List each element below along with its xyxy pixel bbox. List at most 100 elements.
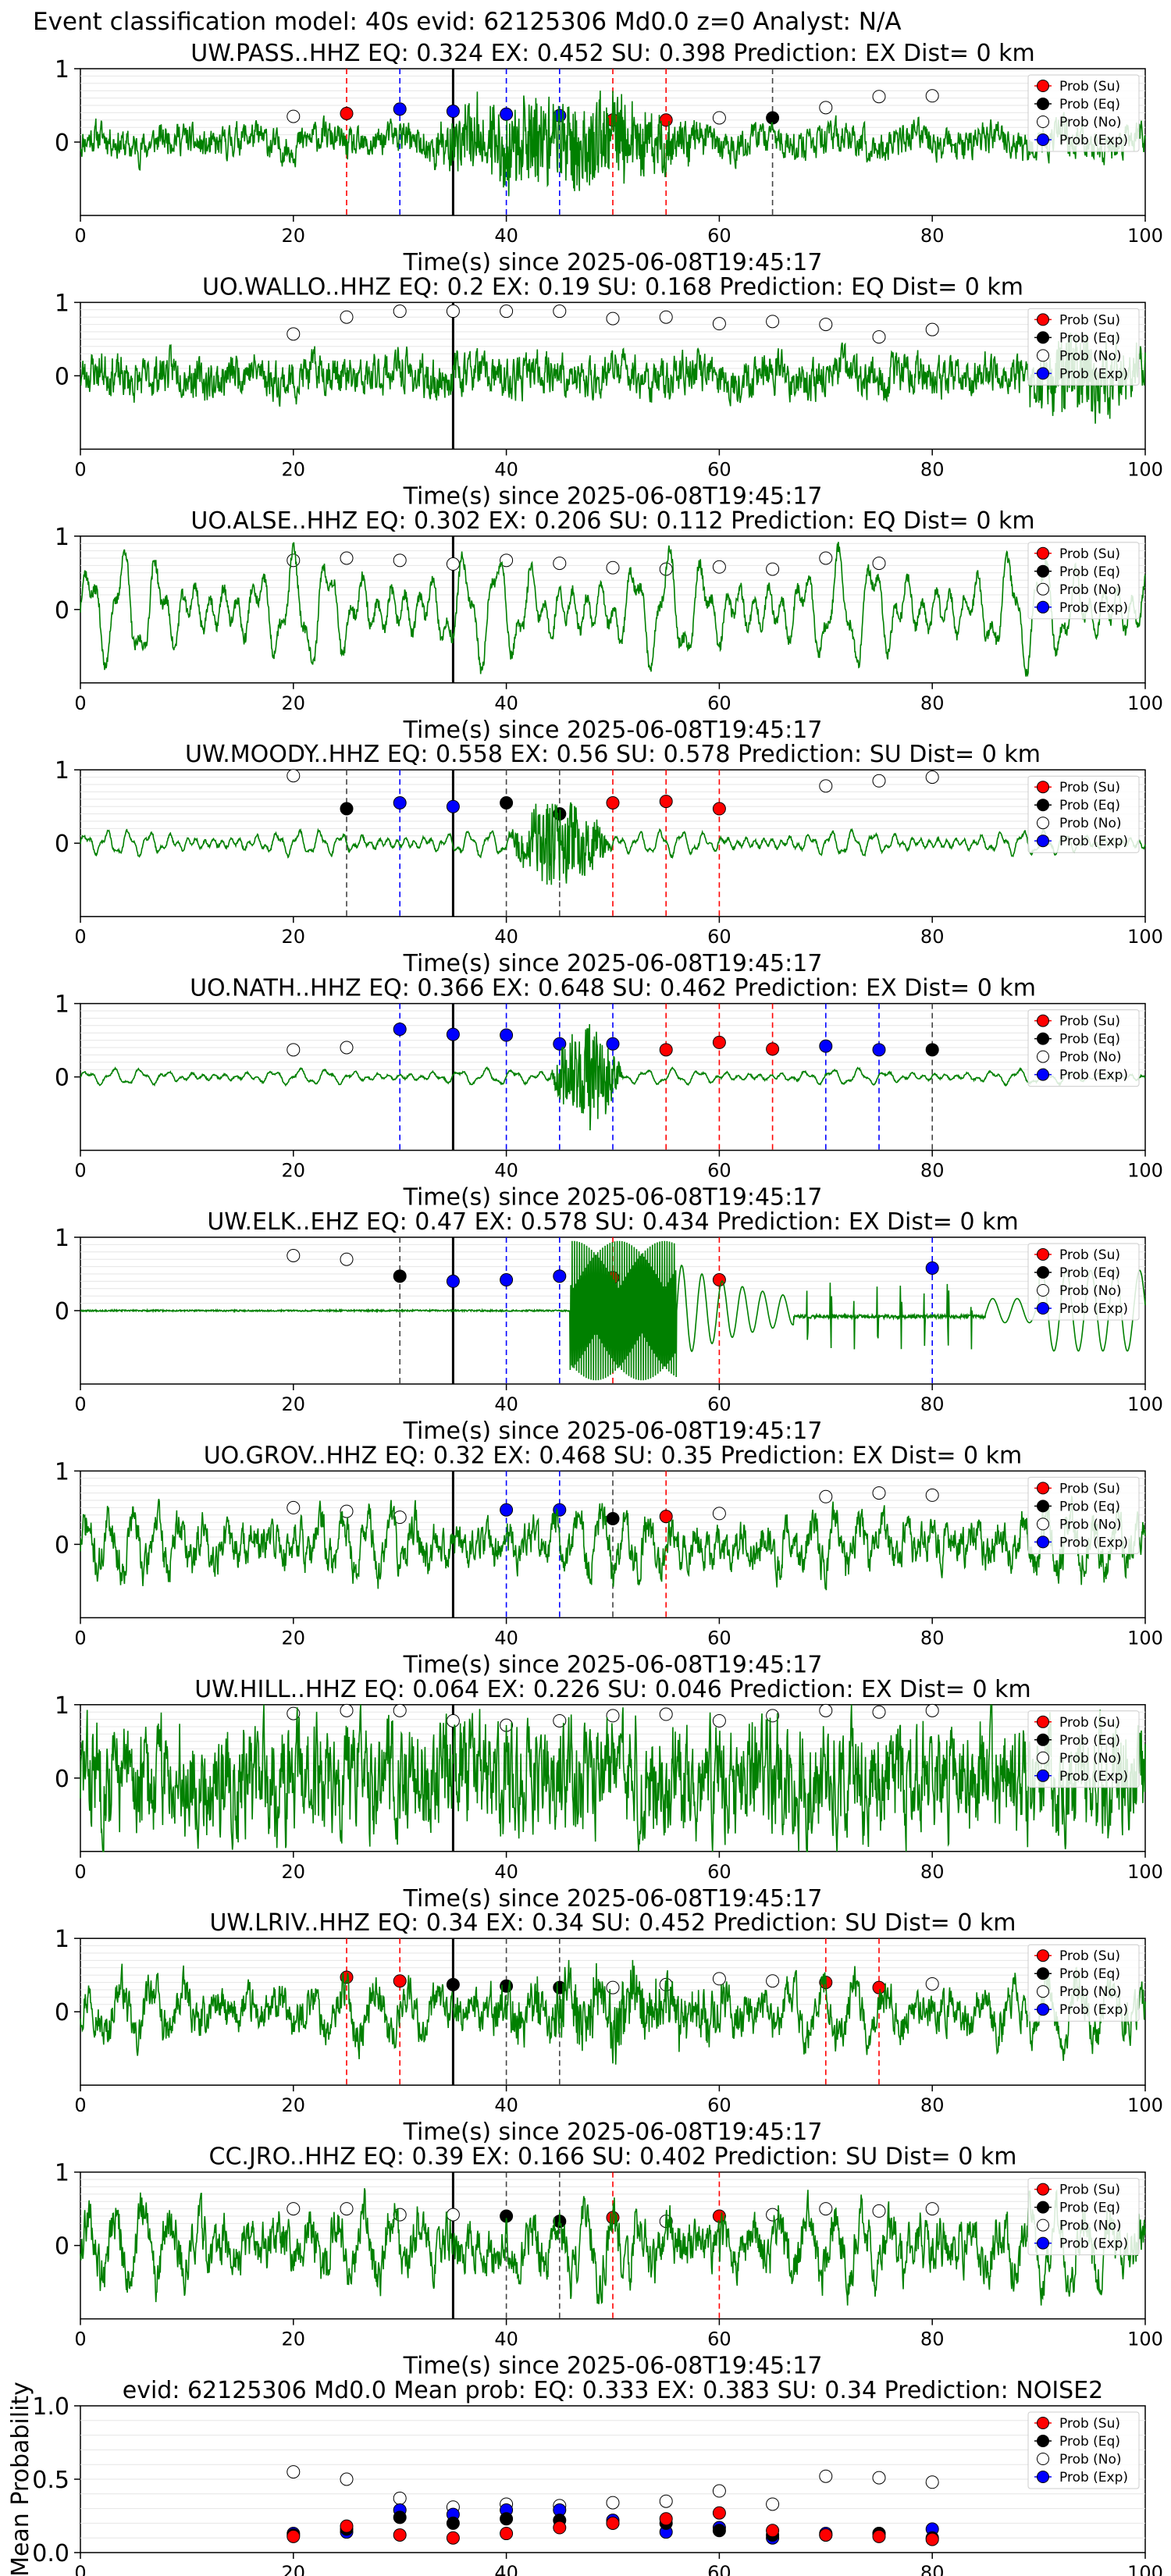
legend-marker-eq (1037, 1266, 1049, 1279)
legend-label-no: Prob (No) (1059, 1751, 1122, 1767)
prob-point-no (925, 1488, 939, 1502)
xtick-label: 60 (707, 692, 731, 714)
legend: Prob (Su) Prob (Eq) Prob (No) Prob (Exp) (1027, 1243, 1140, 1321)
prob-point-exp (446, 105, 460, 119)
prob-point-no (287, 2202, 301, 2216)
legend-marker-exp (1037, 1769, 1049, 1782)
xtick-label: 60 (707, 225, 731, 247)
prob-point-su (340, 106, 354, 120)
xtick-label: 80 (920, 458, 945, 480)
legend-label-su: Prob (Su) (1059, 780, 1120, 795)
prob-point-exp (393, 102, 407, 116)
legend: Prob (Su) Prob (Eq) Prob (No) Prob (Exp) (1027, 1944, 1140, 2022)
legend-label-eq: Prob (Eq) (1059, 564, 1120, 580)
xtick-label: 20 (282, 692, 306, 714)
prob-point-no (340, 551, 354, 565)
prob-point-no (500, 553, 514, 568)
seismic-trace (80, 91, 1146, 197)
legend-label-eq: Prob (Eq) (1059, 1499, 1120, 1514)
xtick-label: 80 (920, 2094, 945, 2116)
legend-marker-no (1037, 1284, 1049, 1297)
xtick-label: 40 (494, 2562, 518, 2576)
xtick-label: 20 (282, 1861, 306, 1883)
seismic-trace (80, 802, 1146, 885)
xtick-label: 100 (1127, 2094, 1163, 2116)
prob-point-no (925, 322, 939, 336)
seismic-trace (80, 1959, 1146, 2065)
xtick-label: 40 (494, 2329, 518, 2350)
prob-point-no (872, 1486, 886, 1500)
mean-point-no (606, 2496, 620, 2510)
seismic-trace (80, 1704, 1146, 1852)
prob-point-no (446, 2208, 460, 2222)
prob-point-no (872, 90, 886, 104)
mean-point-su (553, 2521, 567, 2535)
panel-9: UW.LRIV..HHZ EQ: 0.34 EX: 0.34 SU: 0.452… (55, 1909, 1163, 2146)
legend-label-exp: Prob (Exp) (1059, 1068, 1128, 1083)
xtick-label: 100 (1127, 458, 1163, 480)
legend-label-exp: Prob (Exp) (1059, 133, 1128, 148)
legend-label-su: Prob (Su) (1059, 1247, 1120, 1263)
prob-point-exp (500, 1503, 514, 1517)
prob-point-eq (500, 796, 514, 809)
ytick-label: 0.5 (32, 2467, 69, 2494)
prob-point-exp (872, 1043, 886, 1057)
legend-label-exp: Prob (Exp) (1059, 1301, 1128, 1317)
xtick-label: 0 (74, 1861, 86, 1883)
ytick-label: 1 (55, 290, 69, 317)
ytick-label: 1 (55, 1692, 69, 1720)
xtick-label: 80 (920, 2329, 945, 2350)
legend: Prob (Su) Prob (Eq) Prob (No) Prob (Exp) (1027, 74, 1140, 152)
ytick-label: 1 (55, 757, 69, 785)
x-axis-label: Time(s) since 2025-06-08T19:45:17 (403, 950, 823, 977)
prob-point-su (712, 1273, 726, 1287)
ytick-label: 0 (55, 130, 69, 157)
legend-label-no: Prob (No) (1059, 1050, 1122, 1066)
prob-point-no (712, 1972, 726, 1986)
xtick-label: 0 (74, 458, 86, 480)
ytick-label: 0 (55, 1532, 69, 1559)
xtick-label: 40 (494, 692, 518, 714)
legend-marker-exp (1037, 1068, 1049, 1081)
ytick-label: 1 (55, 1458, 69, 1485)
legend-label-exp: Prob (Exp) (1059, 1535, 1128, 1550)
legend-marker-su (1037, 80, 1049, 92)
legend-label-su: Prob (Su) (1059, 1948, 1120, 1964)
xtick-label: 100 (1127, 1627, 1163, 1649)
xtick-label: 80 (920, 926, 945, 948)
seismic-trace (80, 1240, 1146, 1381)
xtick-label: 80 (920, 1627, 945, 1649)
prob-point-no (712, 1507, 726, 1521)
prob-point-eq (340, 802, 354, 816)
legend-label-su: Prob (Su) (1059, 312, 1120, 328)
legend-label-su: Prob (Su) (1059, 546, 1120, 562)
prob-point-no (712, 111, 726, 125)
mean-point-no (659, 2494, 673, 2508)
legend-marker-su (1037, 781, 1049, 794)
prob-point-exp (500, 1028, 514, 1042)
legend-label-su: Prob (Su) (1059, 1014, 1120, 1030)
xtick-label: 20 (282, 1160, 306, 1182)
prob-point-no (925, 1703, 939, 1717)
x-axis-label: Time(s) since 2025-06-08T19:45:17 (403, 1885, 823, 1912)
xtick-label: 60 (707, 926, 731, 948)
legend-marker-eq (1037, 1733, 1049, 1746)
legend-marker-eq (1037, 98, 1049, 110)
xtick-label: 40 (494, 1393, 518, 1415)
xtick-label: 0 (74, 2329, 86, 2350)
prob-point-exp (819, 1039, 833, 1053)
legend: Prob (Su) Prob (Eq) Prob (No) Prob (Exp) (1027, 1710, 1140, 1788)
legend-label-eq: Prob (Eq) (1059, 1733, 1120, 1749)
prob-point-no (659, 1707, 673, 1721)
legend-marker-no (1037, 2453, 1049, 2465)
prob-point-no (819, 2202, 833, 2216)
panel-3: UO.ALSE..HHZ EQ: 0.302 EX: 0.206 SU: 0.1… (55, 507, 1163, 744)
prob-point-no (766, 2208, 780, 2222)
legend-marker-no (1037, 582, 1049, 596)
mean-point-su (287, 2529, 301, 2543)
legend-label-eq: Prob (Eq) (1059, 2201, 1120, 2216)
mean-point-su (606, 2516, 620, 2530)
prob-point-no (287, 553, 301, 568)
legend-label-no: Prob (No) (1059, 816, 1122, 831)
ytick-label: 1 (55, 524, 69, 551)
